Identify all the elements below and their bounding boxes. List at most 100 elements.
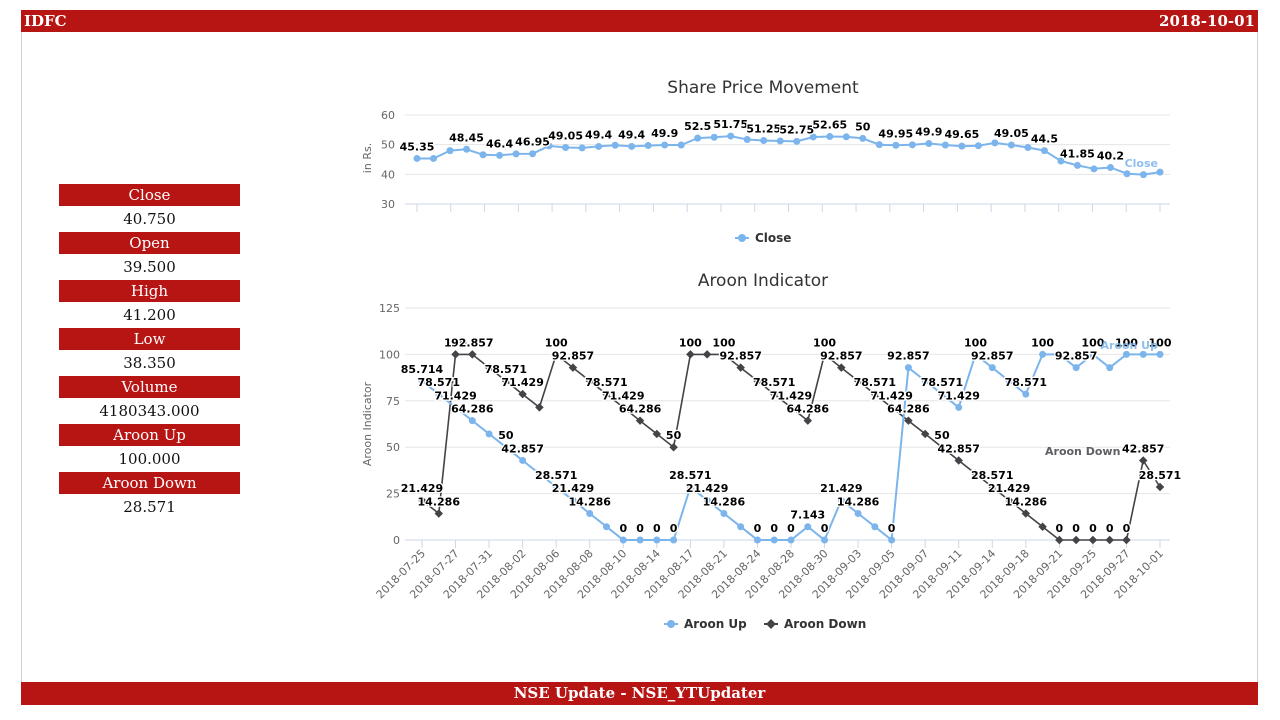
aroon-up-point <box>787 536 795 544</box>
aroon-down-point <box>434 509 444 518</box>
price-close-point <box>562 143 570 151</box>
price-data-label: 49.95 <box>878 127 913 140</box>
aroon-up-point <box>653 536 661 544</box>
aroon-up-data-label: 71.429 <box>434 389 476 402</box>
price-close-point <box>892 141 900 149</box>
price-series-label: Close <box>1125 157 1158 170</box>
stat-label-high: High <box>59 280 240 302</box>
price-close-point <box>1123 170 1131 178</box>
stat-label-low: Low <box>59 328 240 350</box>
price-close-point <box>1007 141 1015 149</box>
aroon-up-point <box>1055 350 1063 358</box>
aroon-up-point <box>636 536 644 544</box>
aroon-down-data-label: 71.429 <box>770 389 812 402</box>
aroon-down-data-label: 64.286 <box>787 403 830 416</box>
price-close-point <box>430 154 438 162</box>
stat-label-close: Close <box>59 184 240 206</box>
aroon-up-point <box>888 536 896 544</box>
aroon-up-point <box>703 496 711 504</box>
aroon-down-point <box>736 363 745 372</box>
aroon-down-point <box>1021 509 1031 518</box>
price-close-point <box>1057 157 1065 165</box>
aroon-down-data-label: 0 <box>1089 522 1097 535</box>
aroon-down-data-label: 64.286 <box>619 403 662 416</box>
aroon-down-point <box>1155 482 1165 492</box>
aroon-down-data-label: 42.857 <box>1122 442 1164 455</box>
aroon-up-point <box>854 509 862 517</box>
price-close-point <box>842 133 850 141</box>
aroon-down-data-label: 100 <box>712 336 735 349</box>
aroon-up-data-label: 21.429 <box>820 482 862 495</box>
aroon-up-point <box>502 443 510 451</box>
aroon-up-point <box>468 417 476 425</box>
price-close-point <box>529 150 537 158</box>
aroon-up-point <box>1089 350 1097 358</box>
stat-value-aroon-up: 100.000 <box>118 450 181 468</box>
price-close-point <box>496 151 504 159</box>
aroon-up-point <box>1005 377 1013 385</box>
aroon-down-point <box>904 416 913 425</box>
aroon-down-data-label: 0 <box>1072 522 1080 535</box>
price-close-point <box>958 142 966 150</box>
aroon-up-data-label: 0 <box>670 522 678 535</box>
price-close-point <box>512 150 520 158</box>
stat-value-aroon-down: 28.571 <box>123 498 176 516</box>
aroon-down-point <box>937 442 947 452</box>
stat-label-open: Open <box>59 232 240 254</box>
price-close-line <box>417 135 1161 176</box>
aroon-down-data-label: 78.571 <box>753 376 795 389</box>
aroon-grid: 0 25 50 75 100 125 <box>379 302 1170 547</box>
price-close-point <box>1040 147 1048 155</box>
aroon-up-legend-marker <box>667 620 675 628</box>
aroon-down-data-label: 14.286 <box>418 495 461 508</box>
aroon-up-data-label: 21.429 <box>552 482 594 495</box>
aroon-up-point <box>871 523 879 531</box>
aroon-down-data-label: 92.857 <box>451 336 493 349</box>
aroon-down-point <box>619 403 628 412</box>
aroon-up-point <box>821 536 829 544</box>
aroon-down-data-label: 100 <box>679 336 702 349</box>
aroon-down-point <box>920 429 930 439</box>
aroon-up-data-label: 64.286 <box>451 403 494 416</box>
price-data-label: 49.9 <box>651 127 678 140</box>
aroon-up-point <box>1022 390 1030 398</box>
aroon-up-point <box>737 523 745 531</box>
aroon-down-data-label: 64.286 <box>887 403 930 416</box>
aroon-legend-down[interactable]: Aroon Down <box>764 617 866 631</box>
price-close-point <box>628 142 636 150</box>
aroon-up-data-label: 0 <box>619 522 627 535</box>
aroon-up-data-label: 0 <box>821 522 829 535</box>
aroon-up-data-label: 0 <box>636 522 644 535</box>
aroon-down-point <box>585 376 594 386</box>
aroon-down-data-label: 14.286 <box>1005 495 1048 508</box>
aroon-up-point <box>1122 350 1130 358</box>
stat-label-volume: Volume <box>59 376 240 398</box>
price-legend[interactable]: Close <box>735 231 791 245</box>
price-data-label: 40.2 <box>1097 150 1124 163</box>
aroon-up-point <box>418 377 426 385</box>
aroon-down-data-label: 21.429 <box>401 482 443 495</box>
price-close-point <box>743 135 751 143</box>
price-y-tick-label: 40 <box>381 168 395 181</box>
aroon-up-point <box>435 390 443 398</box>
price-close-point <box>644 142 652 150</box>
aroon-up-point <box>938 390 946 398</box>
aroon-up-data-label: 100 <box>964 336 987 349</box>
aroon-down-data-label: 71.429 <box>501 376 543 389</box>
aroon-down-data-label: 100 <box>444 336 467 349</box>
aroon-down-point <box>1138 456 1148 465</box>
price-close-point <box>859 134 867 142</box>
aroon-down-data-label: 21.429 <box>988 482 1030 495</box>
aroon-y-tick-label: 125 <box>379 302 400 315</box>
price-close-point <box>710 133 718 141</box>
aroon-up-data-label: 0 <box>787 522 795 535</box>
aroon-legend-up[interactable]: Aroon Up <box>664 617 747 631</box>
price-close-point <box>793 137 801 145</box>
aroon-down-point <box>1071 535 1081 545</box>
price-data-label: 49.65 <box>944 128 979 141</box>
aroon-down-point <box>769 389 779 399</box>
aroon-up-data-label: 0 <box>754 522 762 535</box>
aroon-y-tick-label: 25 <box>386 488 400 501</box>
aroon-up-data-label: 0 <box>770 522 778 535</box>
